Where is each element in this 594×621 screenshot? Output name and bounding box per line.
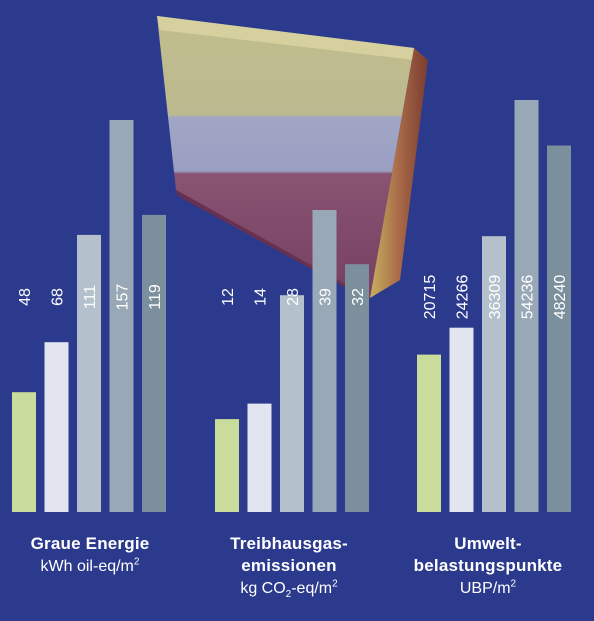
caption-umweltbelastung: Umwelt- belastungspunkte UBP/m2 (393, 533, 583, 601)
data-label-2-4: 39 (318, 288, 335, 306)
unit-label: UBP/m2 (459, 578, 517, 597)
data-label-2-2: 14 (253, 288, 270, 306)
bar-1-4 (109, 120, 134, 512)
data-label-2-5: 32 (350, 288, 367, 306)
bar-3-1 (417, 354, 441, 512)
data-label-1-4: 157 (115, 284, 132, 311)
bar-1-2 (44, 342, 69, 512)
bar-3-4 (514, 100, 539, 512)
unit-label: kWh oil-eq/m2 (40, 556, 140, 575)
bar-1-3 (77, 234, 101, 512)
data-label-1-5: 119 (147, 284, 164, 310)
data-label-1-2: 68 (50, 288, 67, 306)
chart-title: Graue Energie (30, 534, 150, 553)
data-label-3-3: 36309 (487, 275, 504, 320)
data-label-3-4: 54236 (520, 275, 537, 320)
data-label-1-1: 48 (17, 288, 34, 306)
bar-2-4 (312, 210, 337, 512)
data-label-3-5: 48240 (552, 275, 569, 320)
bar-2-1 (215, 419, 239, 512)
wall-illustration (157, 16, 428, 300)
bar-1-1 (12, 392, 36, 512)
chart-title: Treibhausgas- emissionen (230, 534, 348, 575)
data-label-2-3: 28 (285, 288, 302, 306)
data-label-1-3: 111 (82, 285, 99, 309)
bar-2-3 (280, 295, 304, 512)
bar-2-5 (345, 264, 369, 512)
data-label-2-1: 12 (220, 288, 237, 306)
data-label-3-1: 20715 (422, 275, 439, 320)
data-label-3-2: 24266 (455, 275, 472, 320)
unit-label: kg CO2-eq/m2 (240, 578, 338, 601)
bar-3-3 (482, 236, 506, 512)
bar-3-5 (547, 145, 571, 512)
caption-treibhausgas: Treibhausgas- emissionen kg CO2-eq/m2 (194, 533, 384, 601)
caption-graue-energie: Graue Energie kWh oil-eq/m2 (0, 533, 185, 579)
bar-1-5 (142, 214, 166, 512)
chart-title: Umwelt- belastungspunkte (413, 534, 563, 575)
bar-3-2 (449, 327, 474, 512)
bar-2-2 (247, 403, 272, 512)
